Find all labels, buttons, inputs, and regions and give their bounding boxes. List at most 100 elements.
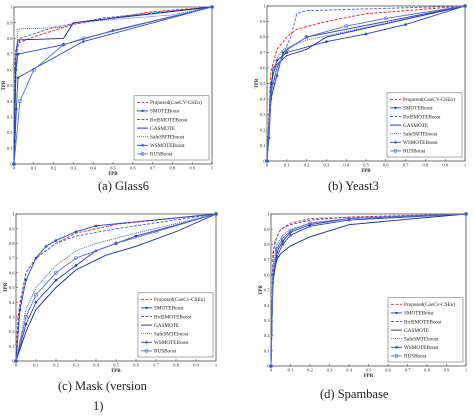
caption-a: (a) Glass6 <box>98 179 149 193</box>
series-6 <box>14 212 218 363</box>
legend-label: RUSBoost <box>404 354 427 360</box>
x-tick-label: 0.4 <box>343 163 349 168</box>
y-tick-label: 0.9 <box>260 19 266 24</box>
legend-label: Proposed(CoeCv-CSEn) <box>154 296 205 303</box>
series-5 <box>12 5 214 166</box>
x-tick-label: 1 <box>465 368 468 373</box>
roc-panel-d: 0 0.1 0.2 0.3 0.4 0.5 0.6 0.7 0.8 0.9 1 0 0.1 0.2 0.3 0… <box>259 212 468 379</box>
series-4 <box>13 6 213 165</box>
x-tick-label: 0.6 <box>383 163 389 168</box>
data-point <box>404 23 407 26</box>
x-tick-label: 0.2 <box>304 163 310 168</box>
y-tick-label: 0.9 <box>9 226 15 231</box>
data-point <box>14 359 18 363</box>
data-point <box>24 314 28 319</box>
x-tick-label: 0.1 <box>33 363 39 368</box>
x-tick-label: 1 <box>464 163 467 168</box>
data-point <box>275 73 279 78</box>
legend-label: GASMOTE <box>154 323 179 329</box>
legend-label: SMOTEBoost <box>154 306 184 312</box>
x-tick-label: 0.5 <box>363 163 369 168</box>
data-point <box>61 42 66 47</box>
data-point <box>34 292 38 297</box>
legend-label: SMOTEBoost <box>404 311 434 317</box>
legend-label: RUSBoost <box>154 349 177 355</box>
legend-marker <box>144 340 149 344</box>
y-tick-label: 0.6 <box>264 272 270 277</box>
legend-marker <box>393 149 398 153</box>
legend: Proposed(CoeCV-CSEn) SMOTEBoost BrdSMOTEBo… <box>133 95 210 161</box>
data-point <box>280 50 285 55</box>
y-tick-label: 0.3 <box>260 112 266 117</box>
data-point <box>81 39 86 44</box>
data-point <box>134 234 138 238</box>
y-tick-label: 0 <box>267 364 270 369</box>
x-tick-label: 0.2 <box>53 363 59 368</box>
legend: Proposed(CoeCv-CSEn) SMOTEBoost BrdSMOTEBo… <box>137 292 214 358</box>
series-4 <box>15 213 217 362</box>
x-tick-label: 0.7 <box>150 166 156 171</box>
series-6 <box>269 212 468 368</box>
x-tick-label: 0.9 <box>442 163 448 168</box>
series-line <box>266 5 466 162</box>
data-point <box>94 223 98 228</box>
y-tick-label: 0.2 <box>264 333 270 338</box>
data-point <box>16 52 20 56</box>
y-axis-label: TPR <box>259 285 264 295</box>
y-tick-label: 1 <box>263 4 266 9</box>
data-point <box>18 307 22 312</box>
data-point <box>288 228 293 233</box>
legend-marker <box>394 354 399 358</box>
data-point <box>24 278 28 282</box>
y-tick-label: 0.2 <box>7 130 13 135</box>
data-point <box>210 5 214 9</box>
data-point <box>271 272 275 277</box>
data-point <box>463 4 467 8</box>
x-tick-label: 0.9 <box>444 368 450 373</box>
x-tick-label: 0.4 <box>346 368 352 373</box>
data-point <box>74 264 78 267</box>
series-line <box>13 6 213 165</box>
y-tick-label: 0 <box>12 359 15 364</box>
data-point <box>285 51 289 54</box>
data-point <box>34 256 38 260</box>
series-2 <box>13 6 213 165</box>
series-line <box>270 213 467 367</box>
legend-label: Proposed(CoeCv-CSEn) <box>404 301 455 308</box>
data-point <box>288 233 293 237</box>
x-tick-label: 0.8 <box>424 368 430 373</box>
legend-label: SafeSMTEboost <box>403 131 438 138</box>
x-tick-label: 0.1 <box>284 163 290 168</box>
legend-marker <box>141 109 144 113</box>
legend-label: GASMOTE <box>403 123 428 129</box>
legend-label: RUSBoost <box>150 152 173 158</box>
y-tick-label: 0.9 <box>7 20 13 25</box>
y-tick-label: 0.5 <box>7 83 13 88</box>
y-tick-label: 0.1 <box>7 146 13 151</box>
data-point <box>154 229 158 234</box>
data-point <box>31 67 36 72</box>
y-tick-label: 0.8 <box>264 242 270 247</box>
roc-panel-b: 0 0.1 0.2 0.3 0.4 0.5 0.6 0.7 0.8 0.9 1 0 0.1 0.2 0.3 0… <box>255 4 467 174</box>
x-tick-label: 0.8 <box>423 163 429 168</box>
y-tick-label: 0.5 <box>260 81 266 86</box>
legend-marker <box>395 311 398 315</box>
data-point <box>54 270 58 275</box>
data-point <box>463 4 467 8</box>
legend-marker <box>140 143 145 147</box>
data-point <box>210 5 214 9</box>
caption-d: (d) Spambase <box>320 387 389 401</box>
legend-label: SafeSMTEboost <box>154 331 189 338</box>
x-tick-label: 0.2 <box>307 368 313 373</box>
y-axis-label: TPR <box>255 78 260 88</box>
series-3 <box>266 5 466 162</box>
legend-label: BrdSMOTEBoost <box>154 314 192 320</box>
y-tick-label: 0.8 <box>260 35 266 40</box>
legend-label: Proposed(CoeCV-CSEn) <box>150 99 202 106</box>
legend-label: SafeSMTEboost <box>404 336 439 343</box>
caption-c: (c) Mask (version <box>58 379 148 393</box>
x-axis-label: FPR <box>108 172 118 177</box>
data-point <box>344 24 349 29</box>
series-line <box>266 5 466 162</box>
x-tick-label: 0.3 <box>71 166 77 171</box>
